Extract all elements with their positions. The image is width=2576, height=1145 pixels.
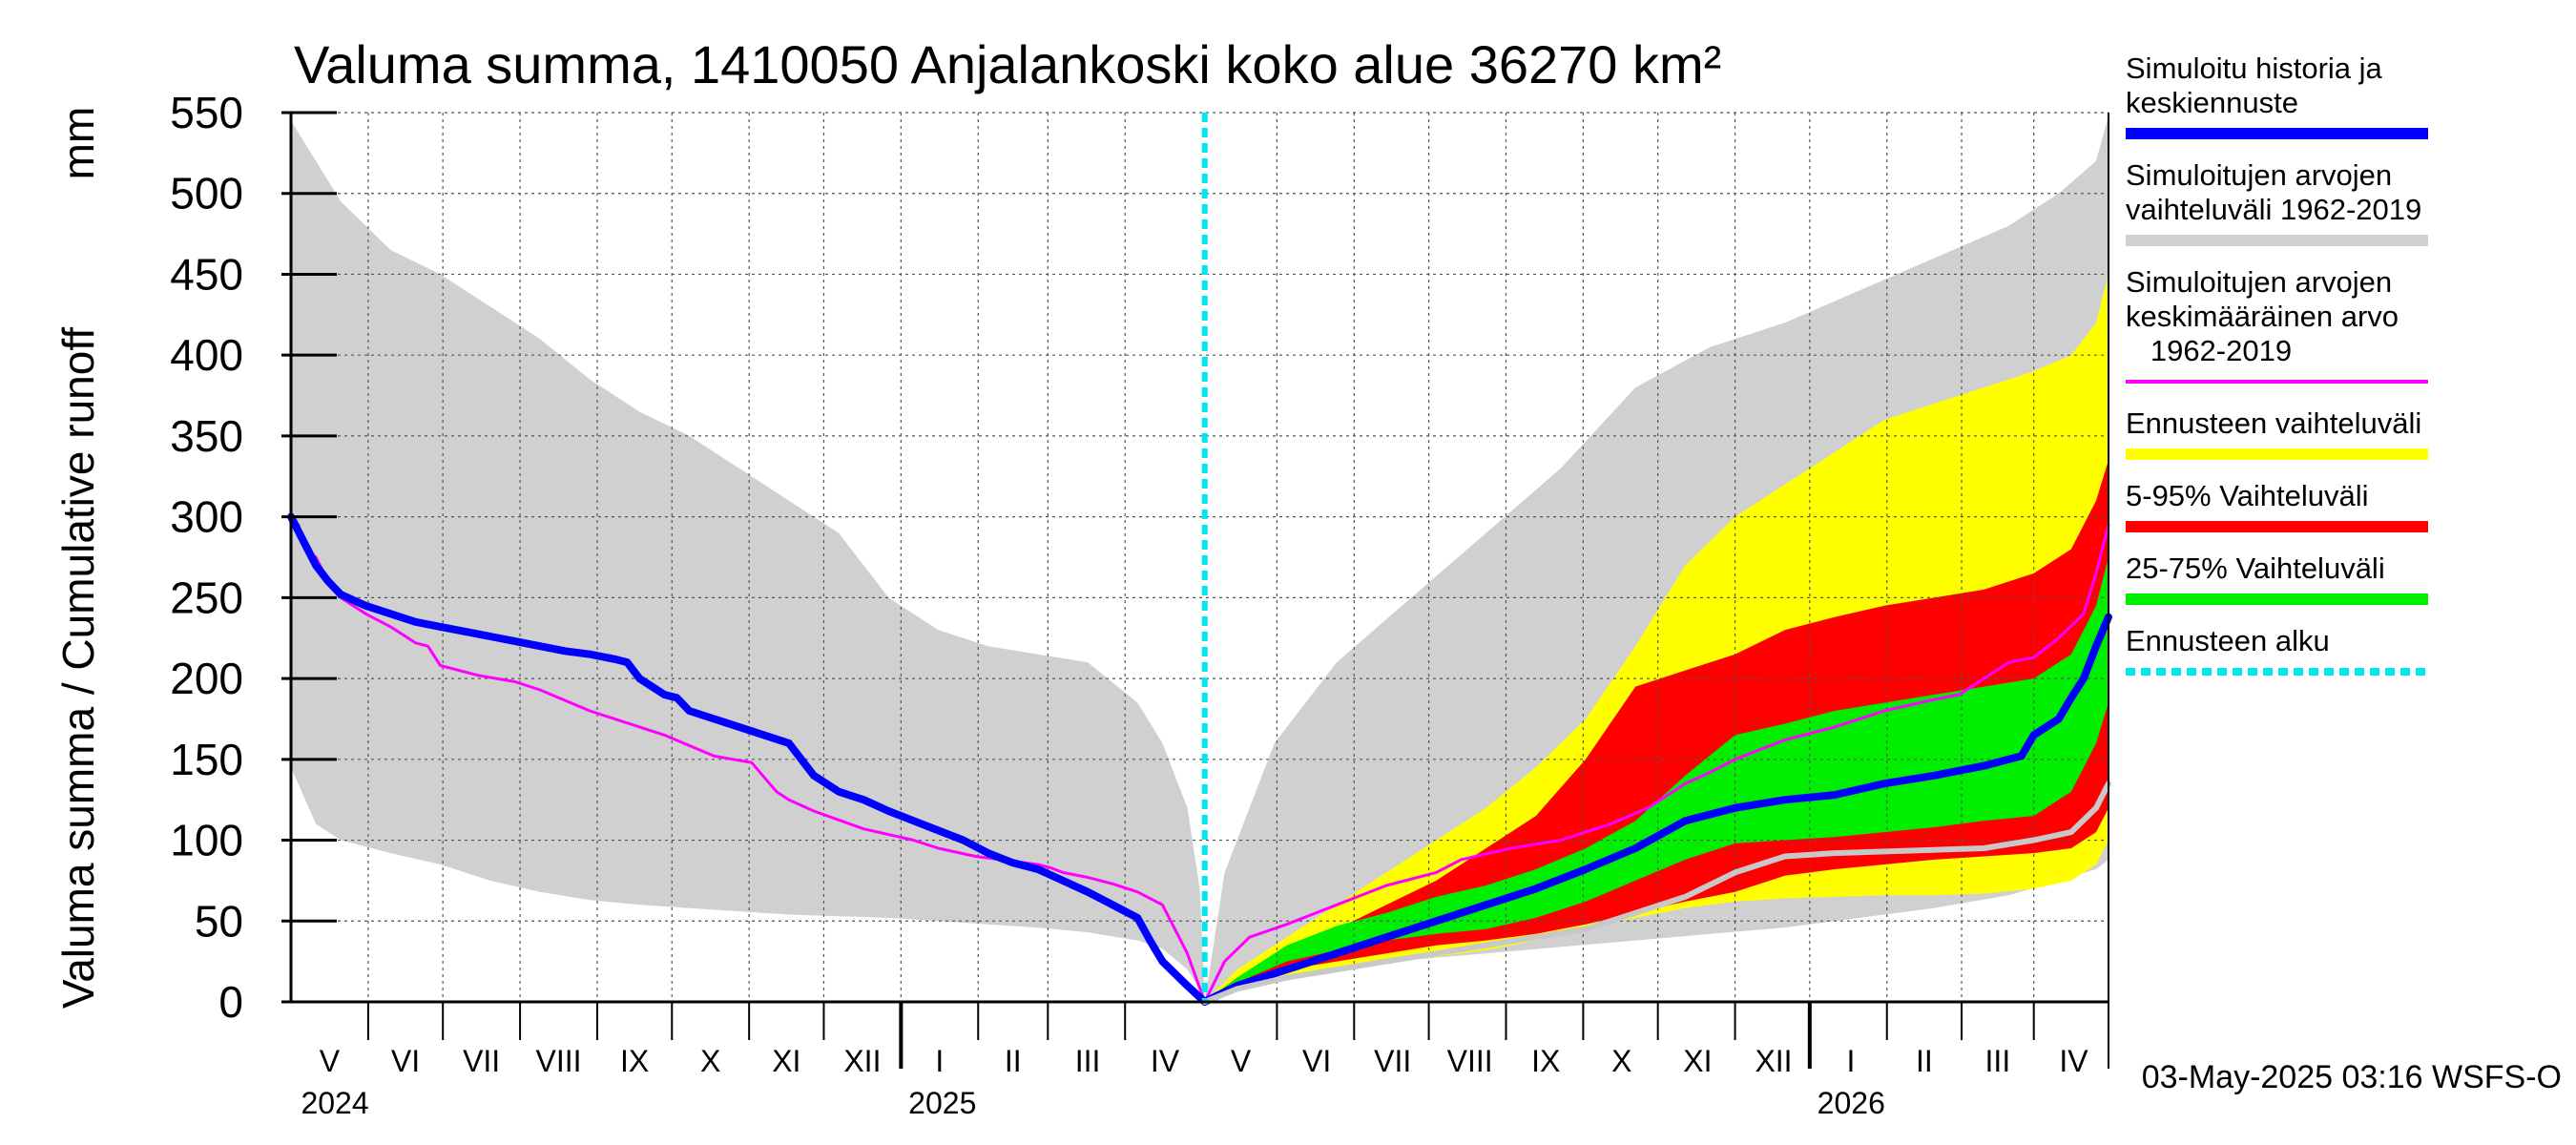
y-tick-label-100: 100 xyxy=(170,816,243,865)
y-tick-label-400: 400 xyxy=(170,330,243,380)
y-axis-label: Valuma summa / Cumulative runoff xyxy=(53,327,103,1009)
month-label-4: IX xyxy=(620,1044,649,1078)
month-label-2: VII xyxy=(463,1044,500,1078)
legend-label-1-0: Simuloitujen arvojen xyxy=(2126,158,2392,192)
legend-label-1-1: vaihteluväli 1962-2019 xyxy=(2126,193,2421,226)
legend-label-0-1: keskiennuste xyxy=(2126,86,2298,119)
month-label-6: XI xyxy=(772,1044,800,1078)
month-label-8: I xyxy=(935,1044,944,1078)
legend: Simuloitu historia jakeskiennusteSimuloi… xyxy=(2126,52,2428,676)
y-axis-unit-label: mm xyxy=(53,107,103,180)
legend-label-3-0: Ennusteen vaihteluväli xyxy=(2126,406,2421,440)
month-label-10: III xyxy=(1075,1044,1101,1078)
legend-label-4-0: 5-95% Vaihteluväli xyxy=(2126,479,2368,512)
year-label-2026: 2026 xyxy=(1818,1086,1885,1120)
month-label-12: V xyxy=(1231,1044,1252,1078)
month-label-15: VIII xyxy=(1447,1044,1493,1078)
line-layer xyxy=(287,113,2112,1006)
legend-label-5-0: 25-75% Vaihteluväli xyxy=(2126,552,2385,585)
legend-item-5: 25-75% Vaihteluväli xyxy=(2126,552,2428,605)
month-label-20: I xyxy=(1846,1044,1855,1078)
month-label-23: IV xyxy=(2059,1044,2088,1078)
y-tick-label-50: 50 xyxy=(195,896,243,946)
timestamp-footer: 03-May-2025 03:16 WSFS-O xyxy=(2142,1059,2562,1095)
legend-item-4: 5-95% Vaihteluväli xyxy=(2126,479,2428,532)
legend-label-6-0: Ennusteen alku xyxy=(2126,624,2330,657)
month-label-1: VI xyxy=(391,1044,420,1078)
y-tick-label-500: 500 xyxy=(170,169,243,219)
y-tick-label-450: 450 xyxy=(170,249,243,299)
chart-title: Valuma summa, 1410050 Anjalankoski koko … xyxy=(294,34,1721,94)
month-label-16: IX xyxy=(1531,1044,1560,1078)
month-label-7: XII xyxy=(843,1044,881,1078)
month-label-19: XII xyxy=(1755,1044,1792,1078)
y-tick-label-350: 350 xyxy=(170,411,243,461)
month-label-18: XI xyxy=(1683,1044,1712,1078)
y-tick-label-200: 200 xyxy=(170,654,243,703)
month-label-17: X xyxy=(1611,1044,1631,1078)
y-tick-label-550: 550 xyxy=(170,88,243,137)
month-label-3: VIII xyxy=(536,1044,582,1078)
band-2 xyxy=(1204,460,2109,1002)
month-label-9: II xyxy=(1005,1044,1022,1078)
month-label-21: II xyxy=(1916,1044,1933,1078)
y-tick-label-0: 0 xyxy=(218,977,243,1027)
legend-item-3: Ennusteen vaihteluväli xyxy=(2126,406,2428,460)
legend-label-0-0: Simuloitu historia ja xyxy=(2126,52,2383,85)
month-label-5: X xyxy=(700,1044,720,1078)
legend-label-2-0: Simuloitujen arvojen xyxy=(2126,265,2392,299)
month-label-22: III xyxy=(1985,1044,2011,1078)
year-label-2025: 2025 xyxy=(908,1086,976,1120)
year-label-2024: 2024 xyxy=(301,1086,368,1120)
grid-layer xyxy=(291,112,2109,1003)
series-line-2 xyxy=(1201,781,2111,1005)
legend-label-2-1: keskimääräinen arvo xyxy=(2126,300,2399,333)
y-tick-label-250: 250 xyxy=(170,572,243,622)
series-line-0 xyxy=(289,515,2110,1004)
y-tick-label-150: 150 xyxy=(170,735,243,784)
legend-label-2-2: 1962-2019 xyxy=(2126,334,2292,367)
month-label-13: VI xyxy=(1302,1044,1331,1078)
month-label-0: V xyxy=(320,1044,341,1078)
month-label-11: IV xyxy=(1151,1044,1180,1078)
y-tick-label-300: 300 xyxy=(170,492,243,542)
legend-item-6: Ennusteen alku xyxy=(2126,624,2428,676)
month-label-14: VII xyxy=(1374,1044,1411,1078)
series-line-1 xyxy=(287,512,2112,1006)
